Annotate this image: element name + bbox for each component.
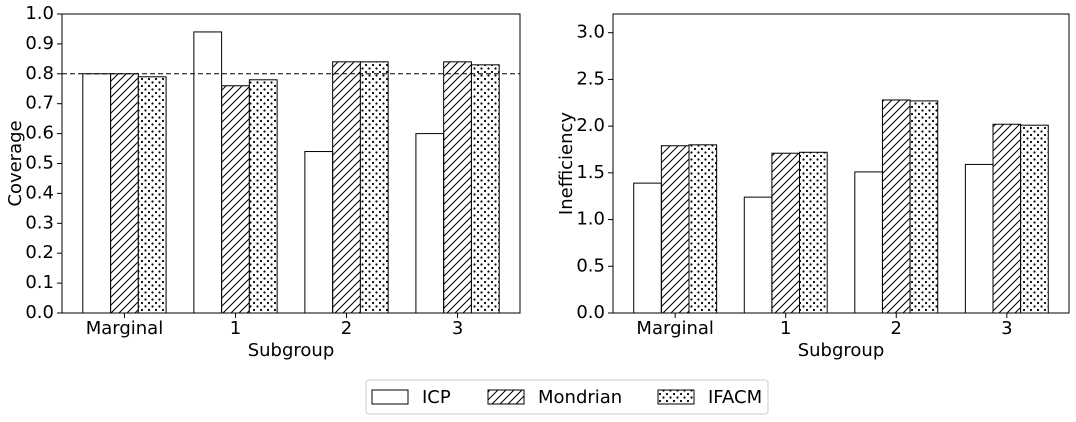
bar [137,76,167,314]
y-tick-label: 0.0 [25,302,54,323]
bar [909,100,939,314]
y-tick-label: 0.3 [25,212,54,233]
x-tick-label: 1 [230,318,241,339]
x-axis-label: Subgroup [798,340,885,361]
y-tick-label: 1.0 [576,209,605,230]
plot-frame [61,13,521,314]
bar [992,123,1022,314]
y-axis-label: Coverage [5,120,26,206]
y-tick-label: 0.1 [25,272,54,293]
bar [304,151,334,314]
y-tick-label: 0.7 [25,93,54,114]
y-tick-label: 0.8 [25,63,54,84]
legend-label: Mondrian [538,387,622,408]
x-axis-label: Subgroup [248,340,335,361]
bar [82,73,112,314]
y-tick-label: 2.5 [576,68,605,89]
bar [1020,124,1049,314]
y-tick-label: 0.6 [25,123,54,144]
x-tick-label: 2 [341,318,352,339]
y-tick-label: 1.5 [576,162,605,183]
bar [221,85,250,314]
bar [332,61,361,314]
y-tick-label: 1.0 [25,3,54,24]
bar [771,152,801,314]
y-axis-label: Inefficiency [556,112,577,215]
plot-frame [612,13,1070,314]
bar [743,196,773,314]
legend-label: IFACM [708,387,762,408]
legend-label: ICP [422,387,451,408]
bar [964,163,994,314]
y-tick-label: 0.5 [25,153,54,174]
x-tick-label: Marginal [636,318,714,339]
y-tick-label: 0.9 [25,33,54,54]
legend-box [365,379,769,415]
bar [443,61,472,314]
bar [799,151,828,314]
y-tick-label: 0.0 [576,302,605,323]
bar [470,64,500,314]
legend-swatch [371,389,409,405]
bar [415,133,445,314]
bar [248,79,278,314]
bar [110,73,139,314]
y-tick-label: 0.4 [25,182,54,203]
legend-swatch [657,389,695,405]
y-tick-label: 0.5 [576,255,605,276]
bar [854,171,883,314]
bar [688,144,718,314]
y-tick-label: 0.2 [25,242,54,263]
y-tick-label: 3.0 [576,22,605,43]
x-tick-label: 3 [1001,318,1012,339]
x-tick-label: 3 [452,318,463,339]
bar [359,61,389,314]
y-tick-label: 2.0 [576,115,605,136]
x-tick-label: Marginal [86,318,164,339]
legend-swatch [487,389,525,405]
bar [881,99,911,314]
x-tick-label: 2 [891,318,902,339]
bar [633,182,662,314]
x-tick-label: 1 [780,318,791,339]
bar [660,145,690,314]
